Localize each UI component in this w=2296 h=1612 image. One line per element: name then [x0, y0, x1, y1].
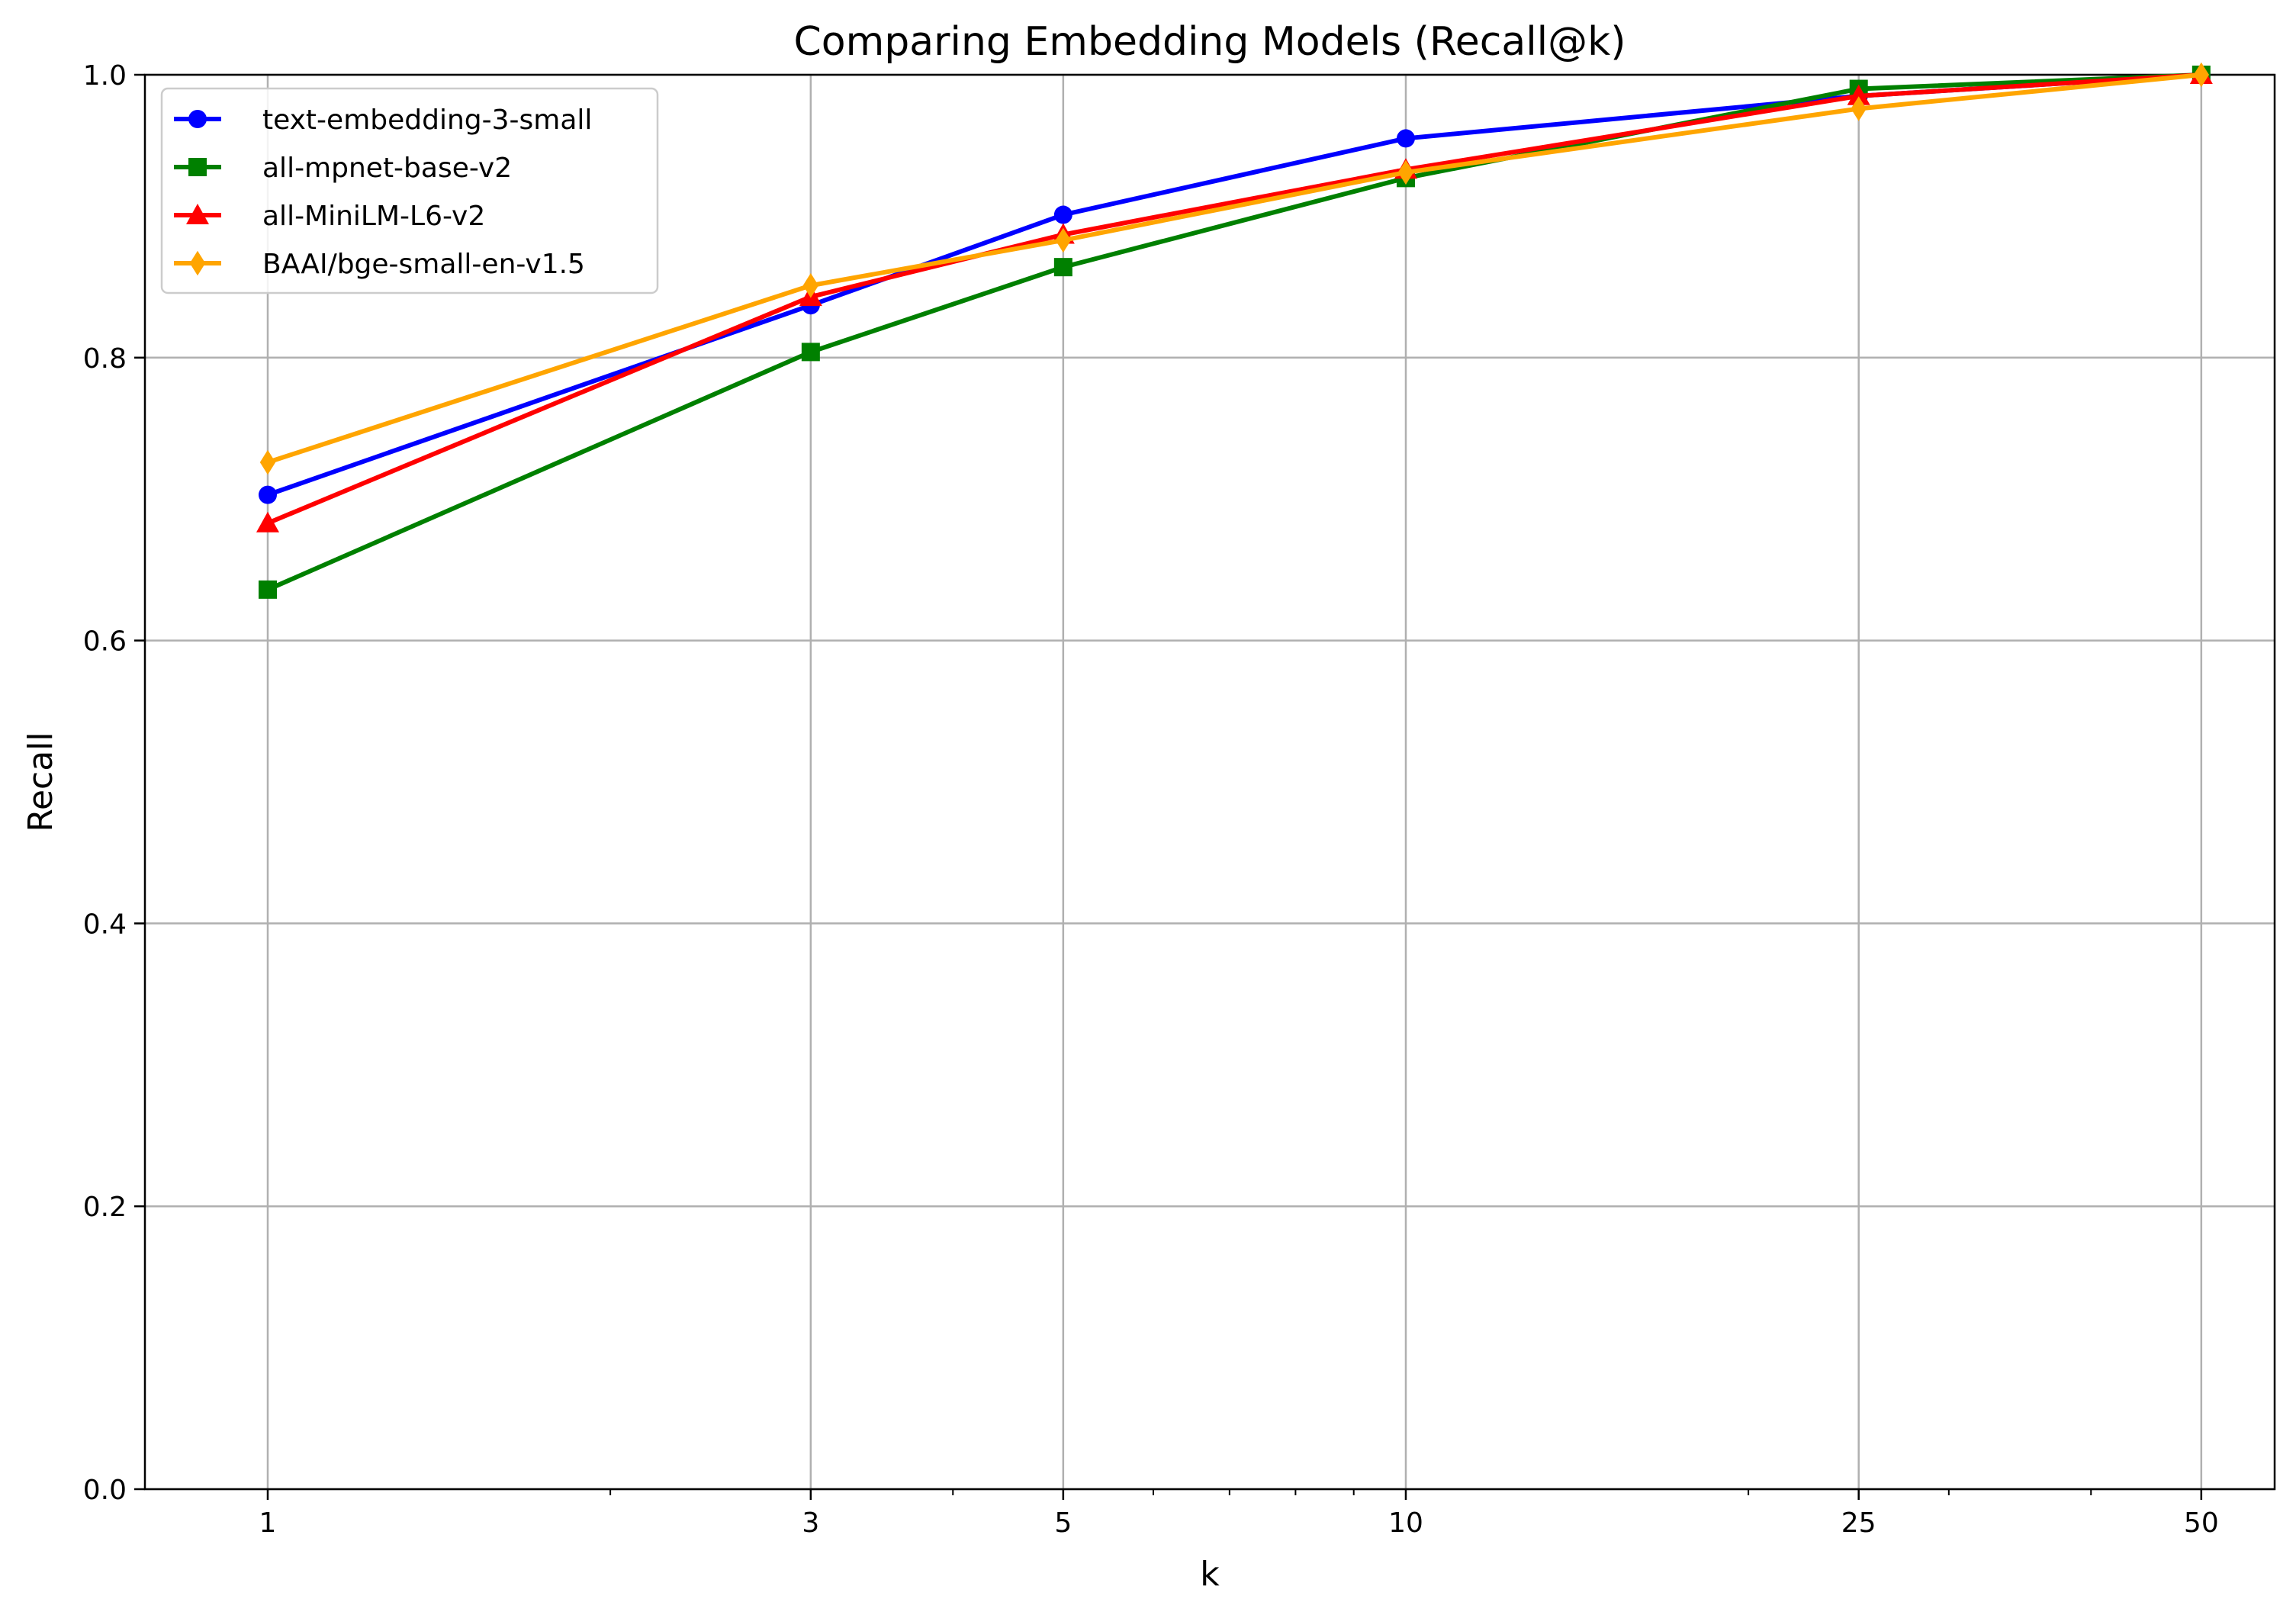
legend-label: all-MiniLM-L6-v2 [262, 201, 485, 232]
y-tick-label: 0.6 [83, 626, 127, 658]
x-tick-label: 50 [2184, 1507, 2219, 1539]
grid [145, 73, 2275, 1491]
series-line [266, 72, 2202, 526]
chart-title: Comparing Embedding Models (Recall@k) [793, 19, 1626, 65]
data-point [1053, 205, 1072, 224]
y-tick-label: 0.8 [83, 343, 127, 375]
x-tick-label: 25 [1841, 1507, 1876, 1539]
data-point [801, 343, 820, 362]
x-tick-label: 5 [1054, 1507, 1072, 1539]
data-point [802, 273, 819, 298]
x-tick-label: 3 [802, 1507, 819, 1539]
legend-item: all-mpnet-base-v2 [174, 153, 512, 184]
data-point [1847, 84, 1870, 105]
y-tick-label: 0.2 [83, 1192, 127, 1223]
series [259, 62, 2210, 475]
data-point [259, 449, 276, 475]
series-line [267, 72, 2202, 465]
data-point [1397, 159, 1414, 185]
data-point [186, 204, 209, 224]
legend-box [160, 87, 659, 294]
legend-item: BAAI/bge-small-en-v1.5 [174, 249, 585, 280]
y-tick-label: 1.0 [83, 60, 127, 92]
x-axis-label: k [1200, 1555, 1220, 1594]
data-point [1851, 96, 1867, 121]
series-layer [256, 62, 2213, 599]
data-point [188, 110, 207, 128]
y-tick-label: 0.0 [83, 1475, 127, 1506]
data-point [1396, 129, 1415, 148]
plot-area-frame [143, 73, 2276, 1491]
y-axis-label: Recall [21, 732, 60, 832]
legend: text-embedding-3-small all-mpnet-base-v2 a… [160, 87, 659, 294]
data-point [1053, 258, 1072, 277]
data-point [1055, 227, 1072, 253]
legend-item: text-embedding-3-small [174, 105, 592, 136]
data-point [189, 250, 206, 276]
data-point [258, 485, 277, 504]
y-tick-label: 0.4 [83, 909, 127, 940]
x-tick-label: 1 [259, 1507, 277, 1539]
data-point [2193, 62, 2210, 88]
axes-ticks: 1 3 5 10 25 50 0.0 0.2 0.4 0.6 0.8 1.0 [83, 60, 2219, 1539]
legend-label: all-mpnet-base-v2 [262, 153, 512, 184]
legend-label: BAAI/bge-small-en-v1.5 [262, 249, 585, 280]
data-point [188, 158, 207, 176]
data-point [258, 580, 277, 599]
x-tick-label: 10 [1388, 1507, 1423, 1539]
legend-label: text-embedding-3-small [262, 105, 592, 136]
legend-item: all-MiniLM-L6-v2 [174, 201, 485, 232]
series-line [266, 72, 2201, 592]
data-point [256, 511, 279, 533]
